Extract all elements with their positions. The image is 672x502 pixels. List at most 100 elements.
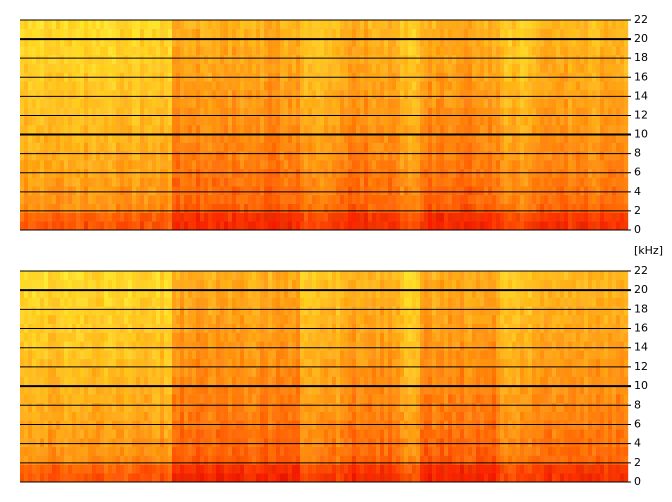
spectrogram-cell <box>212 186 217 196</box>
spectrogram-cell <box>608 221 613 231</box>
spectrogram-cell <box>604 142 609 152</box>
spectrogram-cell <box>264 46 269 56</box>
spectrogram-cell <box>456 186 461 196</box>
spectrogram-cell <box>144 297 149 307</box>
spectrogram-cell <box>156 221 161 231</box>
spectrogram-cell <box>64 46 69 56</box>
spectrogram-cell <box>224 107 229 117</box>
spectrogram-cell <box>76 98 81 108</box>
spectrogram-cell <box>544 203 549 213</box>
spectrogram-cell <box>312 212 317 222</box>
spectrogram-cell <box>128 177 133 187</box>
spectrogram-cell <box>580 221 585 231</box>
spectrogram-cell <box>76 402 81 412</box>
spectrogram-cell <box>616 63 621 73</box>
spectrogram-cell <box>372 28 377 38</box>
spectrogram-cell <box>52 455 57 465</box>
spectrogram-cell <box>596 81 601 91</box>
spectrogram-cell <box>40 314 45 325</box>
spectrogram-cell <box>220 90 225 100</box>
spectrogram-cell <box>188 402 193 412</box>
spectrogram-cell <box>168 195 173 205</box>
spectrogram-cell <box>548 212 553 222</box>
spectrogram-cell <box>76 314 81 325</box>
spectrogram-cell <box>112 464 117 474</box>
spectrogram-cell <box>124 133 129 143</box>
spectrogram-cell <box>204 394 209 404</box>
spectrogram-cell <box>220 297 225 307</box>
spectrogram-cell <box>160 37 165 47</box>
spectrogram-cell <box>248 133 253 143</box>
spectrogram-cell <box>252 55 257 65</box>
spectrogram-cell <box>564 55 569 65</box>
spectrogram-cell <box>104 186 109 196</box>
spectrogram-cell <box>348 195 353 205</box>
spectrogram-cell <box>52 288 57 298</box>
spectrogram-cell <box>292 177 297 187</box>
spectrogram-cell <box>364 168 369 178</box>
spectrogram-cell <box>320 28 325 38</box>
spectrogram-cell <box>172 55 177 65</box>
spectrogram-cell <box>608 37 613 47</box>
spectrogram-cell <box>20 473 25 483</box>
spectrogram-cell <box>140 212 145 222</box>
spectrogram-cell <box>240 212 245 222</box>
spectrogram-cell <box>312 221 317 231</box>
spectrogram-cell <box>132 46 137 56</box>
spectrogram-cell <box>612 46 617 56</box>
spectrogram-cell <box>100 177 105 187</box>
spectrogram-cell <box>40 177 45 187</box>
spectrogram-cell <box>400 212 405 222</box>
spectrogram-cell <box>188 107 193 117</box>
spectrogram-cell <box>416 20 421 30</box>
spectrogram-cell <box>348 37 353 47</box>
spectrogram-cell <box>224 133 229 143</box>
spectrogram-cell <box>456 55 461 65</box>
spectrogram-cell <box>44 63 49 73</box>
spectrogram-cell <box>432 116 437 126</box>
spectrogram-cell <box>204 429 209 439</box>
spectrogram-cell <box>36 446 41 456</box>
spectrogram-cell <box>72 81 77 91</box>
spectrogram-cell <box>592 20 597 30</box>
spectrogram-cell <box>288 55 293 65</box>
spectrogram-cell <box>280 221 285 231</box>
spectrogram-cell <box>180 98 185 108</box>
spectrogram-cell <box>72 168 77 178</box>
spectrogram-cell <box>460 142 465 152</box>
spectrogram-cell <box>332 46 337 56</box>
spectrogram-cell <box>260 195 265 205</box>
spectrogram-cell <box>88 28 93 38</box>
spectrogram-cell <box>100 402 105 412</box>
spectrogram-cell <box>184 186 189 196</box>
y-tick-label: 8 <box>634 147 641 160</box>
spectrogram-cell <box>600 133 605 143</box>
spectrogram-cell <box>432 46 437 56</box>
spectrogram-cell <box>360 81 365 91</box>
spectrogram-cell <box>100 411 105 421</box>
spectrogram-cell <box>400 98 405 108</box>
spectrogram-cell <box>208 376 213 386</box>
spectrogram-cell <box>72 385 77 395</box>
spectrogram-cell <box>200 279 205 289</box>
spectrogram-cell <box>604 55 609 65</box>
spectrogram-cell <box>216 116 221 126</box>
spectrogram-cell <box>44 394 49 404</box>
spectrogram-cell <box>176 37 181 47</box>
spectrogram-cell <box>340 221 345 231</box>
spectrogram-cell <box>208 186 213 196</box>
spectrogram-cell <box>44 376 49 386</box>
spectrogram-cell <box>344 107 349 117</box>
spectrogram-cell <box>556 221 561 231</box>
spectrogram-cell <box>600 107 605 117</box>
spectrogram-cell <box>292 133 297 143</box>
spectrogram-cell <box>220 186 225 196</box>
spectrogram-cell <box>140 160 145 170</box>
spectrogram-cell <box>548 81 553 91</box>
spectrogram-cell <box>552 160 557 170</box>
spectrogram-cell <box>212 20 217 30</box>
spectrogram-cell <box>388 168 393 178</box>
spectrogram-cell <box>532 107 537 117</box>
spectrogram-cell <box>256 55 261 65</box>
spectrogram-cell <box>384 177 389 187</box>
